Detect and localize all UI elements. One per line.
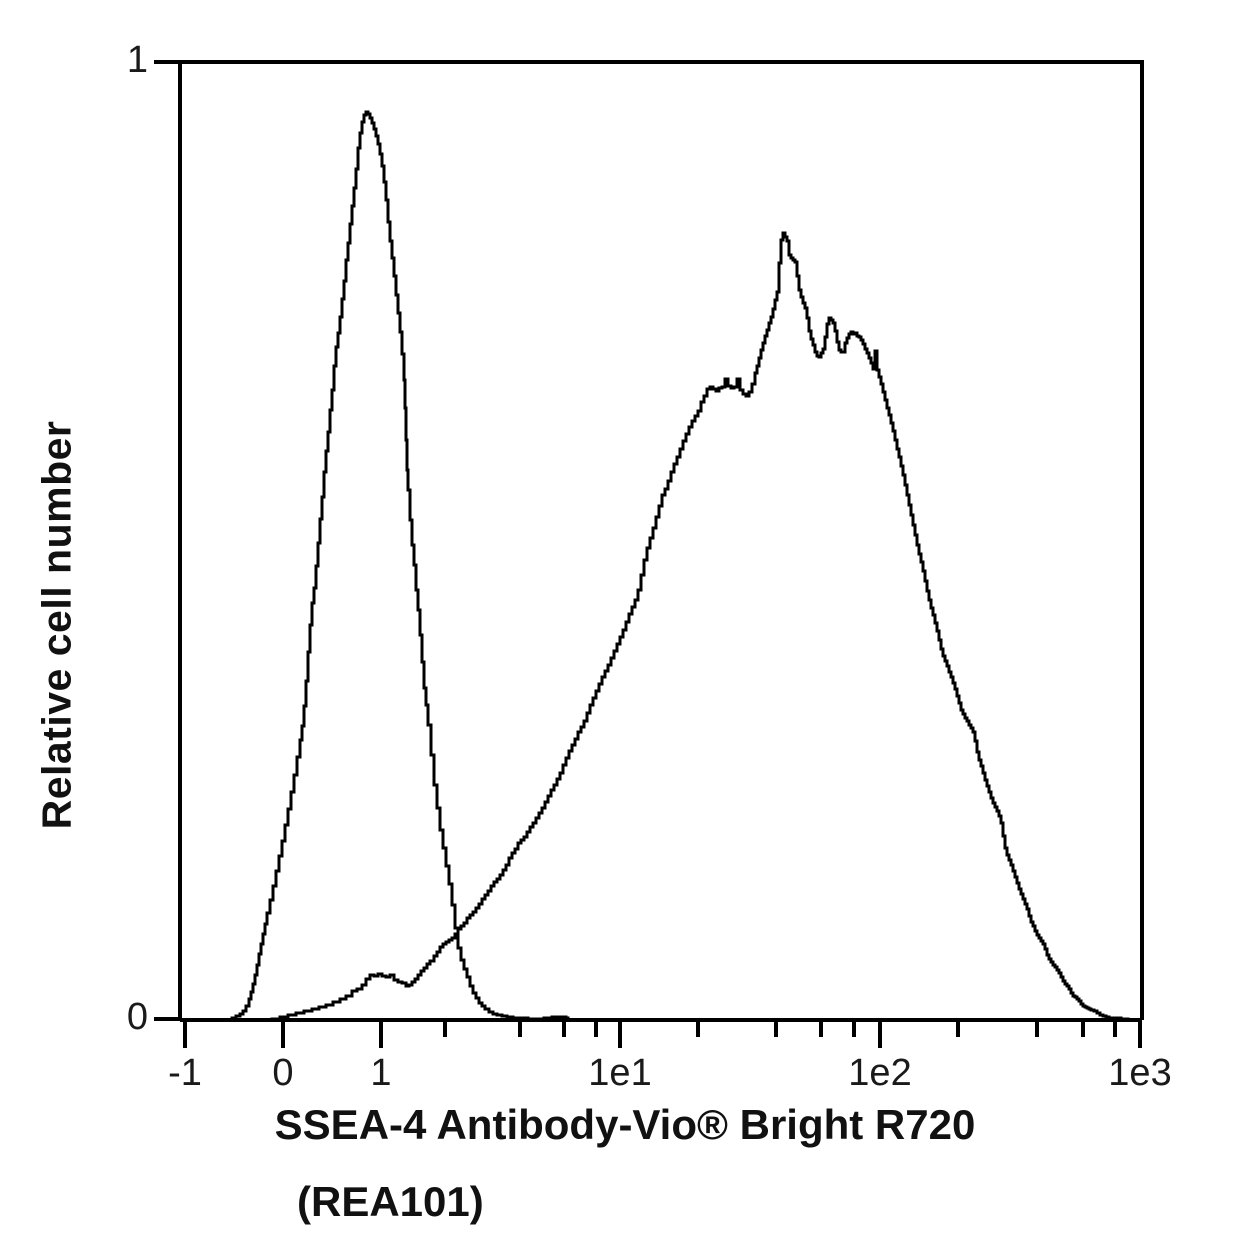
histogram-curve-right_peak_population (265, 231, 1130, 1022)
x-axis-title-line2: (REA101) (297, 1178, 484, 1225)
y-tick-label: 0 (126, 995, 148, 1038)
x-tick-label: -1 (168, 1052, 202, 1094)
x-tick-label: 0 (272, 1052, 294, 1094)
y-axis-title: Relative cell number (33, 420, 80, 830)
x-tick-label: 1e1 (588, 1052, 652, 1094)
x-tick-label: 1 (370, 1052, 392, 1094)
x-tick-label: 1e3 (1108, 1052, 1172, 1094)
y-tick-label: 1 (126, 38, 148, 81)
x-tick-label: 1e2 (848, 1052, 912, 1094)
x-axis-title-line1: SSEA-4 Antibody-Vio® Bright R720 (274, 1101, 976, 1148)
histogram-curve-left_peak_population (228, 110, 570, 1022)
